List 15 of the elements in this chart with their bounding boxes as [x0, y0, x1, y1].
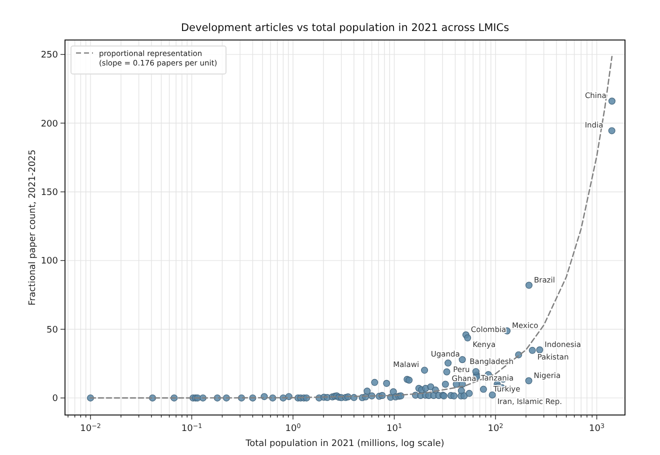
y-tick-label: 150 [40, 188, 58, 198]
y-tick-label: 0 [52, 394, 58, 404]
x-axis-title: Total population in 2021 (millions, log scale) [244, 439, 444, 449]
y-tick-label: 250 [40, 50, 58, 61]
x-tick-label: 10$^{3}$ [589, 422, 605, 434]
y-tick-label: 50 [46, 325, 58, 336]
x-tick-label: 10$^{−1}$ [181, 422, 202, 434]
x-tick-label: 10$^{2}$ [488, 422, 504, 434]
chart-title: Development articles vs total population in 2021 across LMICs [180, 22, 510, 34]
x-tick-label: 10$^{1}$ [386, 422, 402, 434]
x-tick-label: 10$^{−2}$ [80, 422, 101, 434]
x-tick-label: 10$^{0}$ [285, 422, 301, 434]
y-tick-label: 100 [40, 256, 58, 267]
y-tick-label: 200 [40, 119, 58, 130]
y-axis-title: Fractional paper count, 2021-2025 [28, 149, 38, 306]
